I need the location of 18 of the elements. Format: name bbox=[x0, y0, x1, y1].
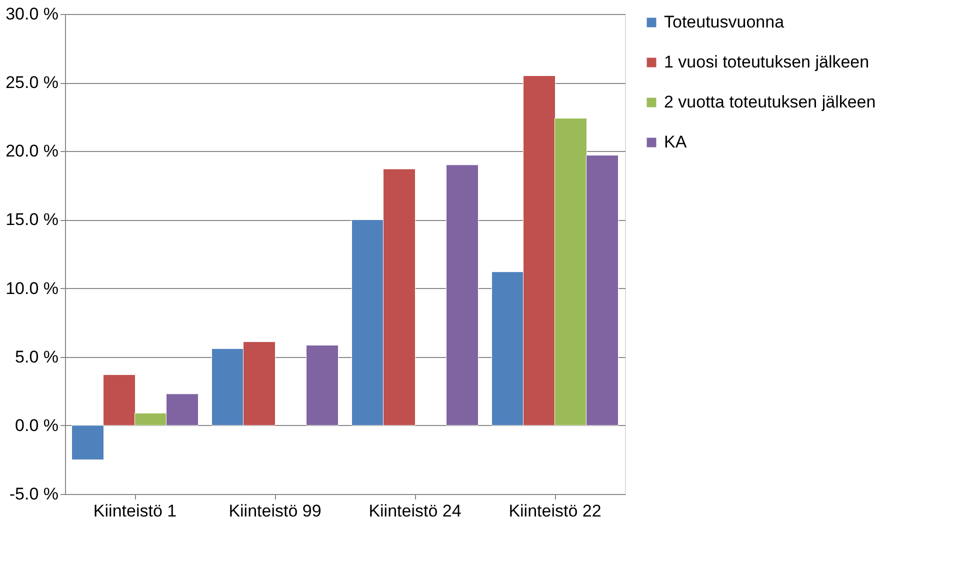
legend-label: 2 vuotta toteutuksen jälkeen bbox=[664, 92, 876, 112]
legend-label: 1 vuosi toteutuksen jälkeen bbox=[664, 52, 870, 72]
y-tick-label: -5.0 % bbox=[9, 484, 58, 504]
y-tick-label: 10.0 % bbox=[6, 278, 58, 298]
x-tick-label: Kiinteistö 1 bbox=[93, 502, 177, 520]
x-tick-label: Kiinteistö 22 bbox=[508, 502, 602, 520]
y-tick-label: 15.0 % bbox=[6, 210, 58, 230]
bar bbox=[306, 344, 338, 426]
x-tick-label: Kiinteistö 24 bbox=[368, 502, 462, 520]
y-tick-label: 5.0 % bbox=[15, 347, 58, 366]
y-tick-label: 30.0 % bbox=[6, 4, 58, 24]
y-tick-label: 0.0 % bbox=[15, 416, 58, 435]
legend-label: Toteutusvuonna bbox=[664, 12, 785, 32]
legend-label: KA bbox=[664, 132, 688, 152]
y-tick-label: 20.0 % bbox=[6, 142, 58, 161]
y-tick-label: 25.0 % bbox=[6, 73, 58, 92]
bar bbox=[446, 164, 478, 426]
x-tick-label: Kiinteistö 99 bbox=[228, 502, 322, 520]
